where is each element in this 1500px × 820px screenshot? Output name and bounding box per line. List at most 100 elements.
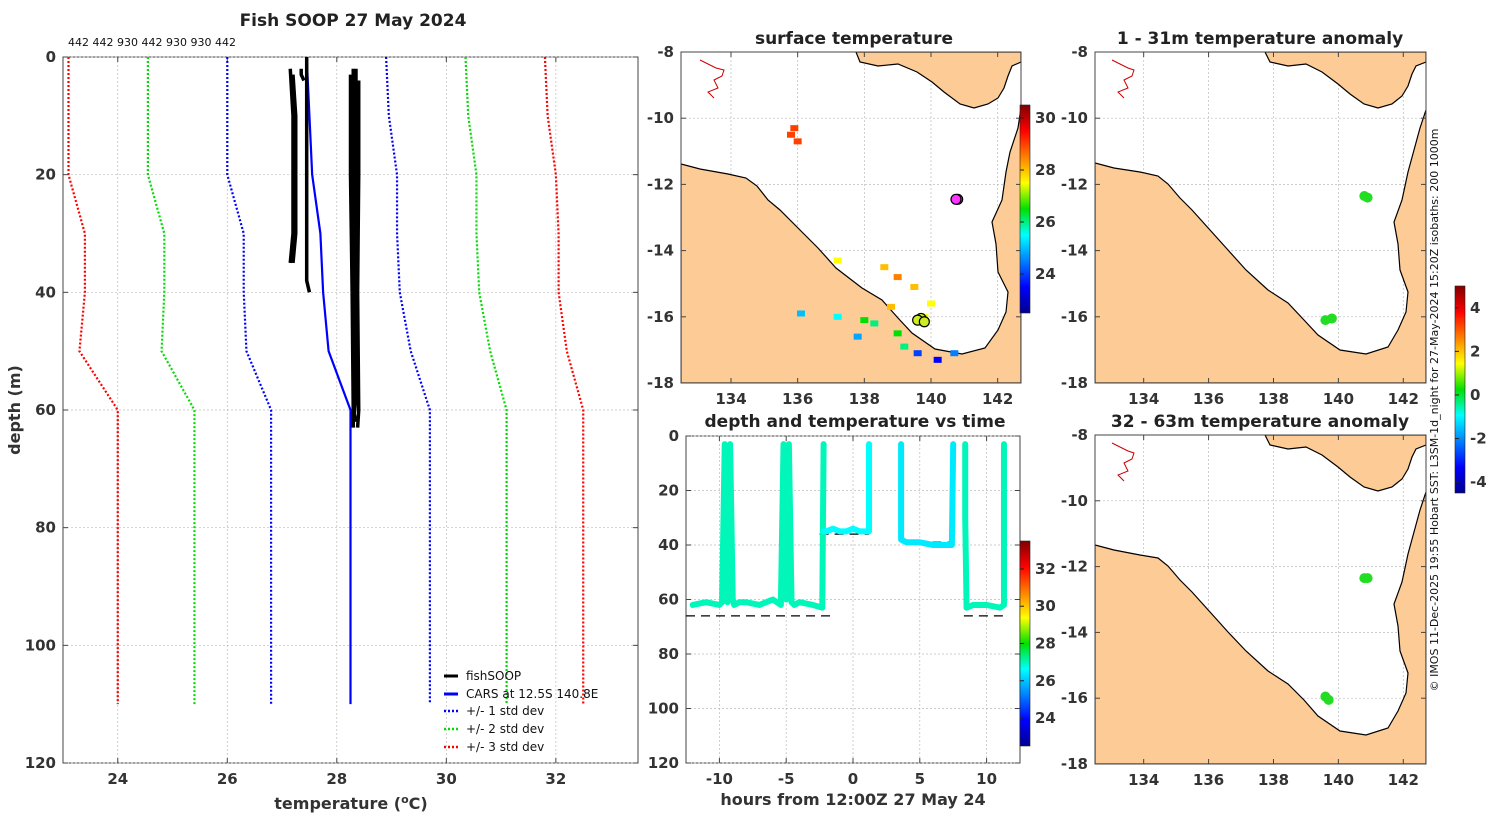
colorbar-tick-label: 30 [1035,597,1056,615]
sst-pixel [887,304,895,310]
profile-ytick-label: 20 [35,166,56,184]
legend-label-cars: CARS at 12.5S 140.8E [466,687,598,701]
sst-pixel [787,132,795,138]
depth-time-ytick-label: 20 [658,482,679,500]
sst-pixel [927,301,935,307]
anomaly-upper-xtick-label: 138 [1258,390,1289,408]
sst-pixel [834,314,842,320]
depth-time-xtick-label: -10 [706,770,733,788]
colorbar-tick-label: -2 [1470,430,1487,448]
depth-time-xtick-label: 10 [976,770,997,788]
anomaly-lower-xtick-label: 136 [1193,771,1224,789]
surface-ytick-label: -8 [657,43,674,61]
anomaly-upper-ytick-label: -14 [1061,242,1088,260]
anomaly-marker [1363,573,1373,583]
profile-top-annotation: 442 442 930 442 930 930 442 [68,36,236,49]
sst-pixel [894,330,902,336]
surface-xtick-label: 140 [915,390,946,408]
anomaly-lower-title: 32 - 63m temperature anomaly [1111,412,1409,432]
sst-pixel [860,317,868,323]
anomaly-upper-ytick-label: -16 [1061,308,1088,326]
sst-pixel [914,350,922,356]
colorbar-tick-label: 24 [1035,709,1056,727]
profile-ytick-label: 100 [25,636,56,654]
depth-time-xlabel: hours from 12:00Z 27 May 24 [720,790,985,809]
profile-ytick-label: 40 [35,283,56,301]
depth-time-ytick-label: 40 [658,536,679,554]
station-marker [919,317,929,327]
sst-pixel [797,310,805,316]
sst-pixel [854,334,862,340]
anomaly-upper-xtick-label: 136 [1193,390,1224,408]
sst-pixel [900,344,908,350]
anomaly-marker [1324,695,1334,705]
depth-time-xtick-label: 5 [915,770,925,788]
anomaly-upper-xtick-label: 140 [1323,390,1354,408]
sst-pixel [950,350,958,356]
anomaly-upper-title: 1 - 31m temperature anomaly [1117,29,1403,49]
surface-ytick-label: -10 [647,109,674,127]
surface-xtick-label: 142 [982,390,1013,408]
colorbar-tick-label: 28 [1035,635,1056,653]
sst-pixel [910,284,918,290]
anomaly-lower-xtick-label: 142 [1388,771,1419,789]
colorbar-tick-label: 2 [1470,342,1480,360]
surface-xtick-label: 136 [782,390,813,408]
profile-xtick-label: 26 [217,770,238,788]
surface-ytick-label: -18 [647,374,674,392]
sst-pixel [894,274,902,280]
depth-time-ytick-label: 100 [648,700,679,718]
anomaly-lower-ytick-label: -12 [1061,558,1088,576]
colorbar-tick-label: 26 [1035,672,1056,690]
surface-ytick-label: -12 [647,175,674,193]
anomaly-lower-xtick-label: 138 [1258,771,1289,789]
anomaly-lower-ytick-label: -14 [1061,623,1088,641]
colorbar-tick-label: 26 [1035,213,1056,231]
surface-xtick-label: 134 [715,390,746,408]
surface-xtick-label: 138 [849,390,880,408]
legend-label-2std: +/- 2 std dev [466,722,544,736]
anomaly-upper-ytick-label: -10 [1061,109,1088,127]
anomaly-marker [1327,313,1337,323]
anomaly-lower-xtick-label: 134 [1128,771,1159,789]
profile-xtick-label: 32 [545,770,566,788]
legend-label-3std: +/- 3 std dev [466,740,544,754]
sst-pixel [834,258,842,264]
colorbar-tick-label: 28 [1035,161,1056,179]
depth-time-ytick-label: 0 [669,427,679,445]
sst-pixel [880,264,888,270]
sst-pixel [790,125,798,131]
anomaly-upper-xtick-label: 134 [1128,390,1159,408]
anomaly-lower-panel: 134 136 138 140 142 -8 -10 -12 -14 -16 -18 32 - 63… [1061,412,1426,789]
colorbar-tick-label: 24 [1035,265,1056,283]
anomaly-lower-ytick-label: -10 [1061,492,1088,510]
anomaly-upper-ytick-label: -8 [1071,43,1088,61]
profile-xtick-label: 24 [107,770,128,788]
profile-ylabel: depth (m) [5,365,24,455]
anomaly-lower-ytick-label: -18 [1061,755,1088,773]
profile-title: Fish SOOP 27 May 2024 [240,11,467,31]
anomaly-upper-xtick-label: 142 [1388,390,1419,408]
depth-time-title: depth and temperature vs time [705,412,1006,432]
surface-colorbar [1020,105,1030,313]
depth-time-panel: -10 -5 0 5 10020406080100120 depth and tempe… [648,412,1056,809]
colorbar-tick-label: 4 [1470,299,1480,317]
surface-title: surface temperature [755,29,953,49]
sst-pixel [870,320,878,326]
profile-ytick-label: 0 [46,48,56,66]
fishsoop-profile [358,81,359,428]
depth-time-ytick-label: 120 [648,754,679,772]
profile-panel: 24 26 28 30 32020406080100120 Fish SOOP 27 M… [5,11,638,813]
depth-time-xtick-label: -5 [778,770,795,788]
depth-time-ytick-label: 80 [658,645,679,663]
anomaly-lower-xtick-label: 140 [1323,771,1354,789]
profile-xlabel: temperature (oC) [274,793,427,813]
colorbar-tick-label: 0 [1470,386,1480,404]
anomaly-colorbar [1455,286,1465,493]
credit-text: © IMOS 11-Dec-2025 19:55 Hobart SST: L3S… [1428,129,1441,692]
surface-map-panel: 134 136 138 140 142-8-10-12-14-16-18 surface… [647,29,1056,408]
sst-pixel [794,138,802,144]
station-marker [951,194,961,204]
profile-ytick-label: 120 [25,754,56,772]
profile-xtick-label: 30 [436,770,457,788]
